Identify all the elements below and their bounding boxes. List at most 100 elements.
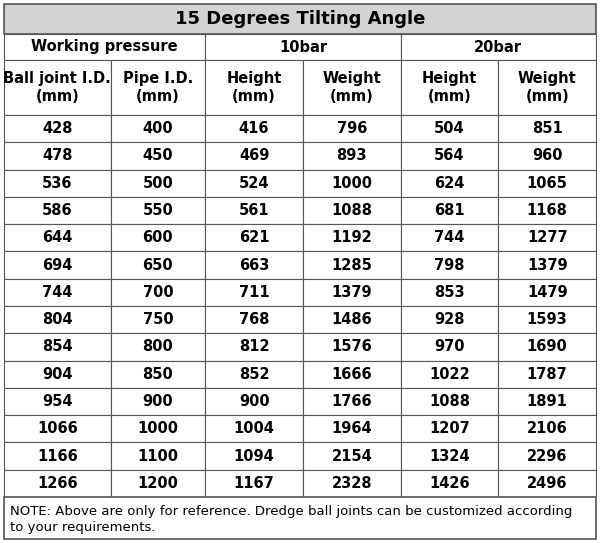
Bar xyxy=(303,169,401,197)
Text: 854: 854 xyxy=(42,339,73,355)
Text: 1088: 1088 xyxy=(429,394,470,409)
Text: Pipe I.D.
(mm): Pipe I.D. (mm) xyxy=(123,71,193,104)
Bar xyxy=(110,443,205,470)
Bar xyxy=(110,115,205,142)
Bar xyxy=(205,60,303,115)
Text: 711: 711 xyxy=(239,285,269,300)
Bar xyxy=(4,4,596,34)
Bar xyxy=(4,224,110,251)
Bar xyxy=(499,388,596,415)
Text: 1486: 1486 xyxy=(331,312,372,327)
Bar xyxy=(205,361,303,388)
Bar xyxy=(110,470,205,497)
Bar xyxy=(401,388,499,415)
Bar xyxy=(401,333,499,361)
Bar xyxy=(110,169,205,197)
Bar xyxy=(401,251,499,279)
Text: Weight
(mm): Weight (mm) xyxy=(322,71,381,104)
Text: 650: 650 xyxy=(143,257,173,273)
Bar xyxy=(303,415,401,443)
Bar xyxy=(205,443,303,470)
Bar xyxy=(401,60,499,115)
Bar xyxy=(205,415,303,443)
Text: 893: 893 xyxy=(337,148,367,163)
Bar xyxy=(4,333,110,361)
Text: 2106: 2106 xyxy=(527,421,568,436)
Text: 796: 796 xyxy=(337,121,367,136)
Text: 10bar: 10bar xyxy=(279,40,327,54)
Bar xyxy=(205,279,303,306)
Bar xyxy=(110,333,205,361)
Bar xyxy=(205,306,303,333)
Text: 851: 851 xyxy=(532,121,563,136)
Text: 564: 564 xyxy=(434,148,465,163)
Text: 561: 561 xyxy=(239,203,269,218)
Bar xyxy=(303,443,401,470)
Bar xyxy=(499,443,596,470)
Text: to your requirements.: to your requirements. xyxy=(10,521,155,534)
Text: 928: 928 xyxy=(434,312,465,327)
Text: 904: 904 xyxy=(42,367,73,382)
Text: 663: 663 xyxy=(239,257,269,273)
Bar xyxy=(499,415,596,443)
Text: 2496: 2496 xyxy=(527,476,568,491)
Bar xyxy=(499,224,596,251)
Bar xyxy=(4,60,110,115)
Bar xyxy=(110,251,205,279)
Text: 1022: 1022 xyxy=(429,367,470,382)
Bar xyxy=(499,115,596,142)
Text: 524: 524 xyxy=(239,176,269,191)
Text: 1200: 1200 xyxy=(137,476,178,491)
Text: 800: 800 xyxy=(143,339,173,355)
Text: 644: 644 xyxy=(42,230,73,245)
Text: Working pressure: Working pressure xyxy=(31,40,178,54)
Text: 20bar: 20bar xyxy=(475,40,523,54)
Text: 1891: 1891 xyxy=(527,394,568,409)
Bar xyxy=(401,115,499,142)
Bar xyxy=(4,470,110,497)
Text: 2154: 2154 xyxy=(331,449,372,464)
Text: 804: 804 xyxy=(42,312,73,327)
Bar xyxy=(4,115,110,142)
Text: 1000: 1000 xyxy=(331,176,373,191)
Text: 750: 750 xyxy=(143,312,173,327)
Text: 744: 744 xyxy=(434,230,464,245)
Bar xyxy=(303,333,401,361)
Text: 970: 970 xyxy=(434,339,465,355)
Text: 1285: 1285 xyxy=(331,257,372,273)
Text: 15 Degrees Tilting Angle: 15 Degrees Tilting Angle xyxy=(175,10,425,28)
Bar xyxy=(205,388,303,415)
Bar xyxy=(205,169,303,197)
Bar xyxy=(110,197,205,224)
Bar xyxy=(110,60,205,115)
Bar xyxy=(4,142,110,169)
Text: 1666: 1666 xyxy=(331,367,372,382)
Bar xyxy=(499,169,596,197)
Bar xyxy=(4,279,110,306)
Text: 694: 694 xyxy=(42,257,73,273)
Text: NOTE: Above are only for reference. Dredge ball joints can be customized accordi: NOTE: Above are only for reference. Dred… xyxy=(10,505,572,518)
Bar xyxy=(205,34,401,60)
Bar xyxy=(401,470,499,497)
Bar xyxy=(499,142,596,169)
Bar xyxy=(401,197,499,224)
Text: 1379: 1379 xyxy=(527,257,568,273)
Bar xyxy=(205,142,303,169)
Bar xyxy=(303,115,401,142)
Text: 900: 900 xyxy=(143,394,173,409)
Bar xyxy=(110,415,205,443)
Bar xyxy=(499,470,596,497)
Text: 1166: 1166 xyxy=(37,449,77,464)
Text: 621: 621 xyxy=(239,230,269,245)
Text: 500: 500 xyxy=(143,176,173,191)
Text: 852: 852 xyxy=(239,367,269,382)
Bar xyxy=(110,279,205,306)
Bar xyxy=(4,34,205,60)
Text: 1324: 1324 xyxy=(429,449,470,464)
Bar xyxy=(499,361,596,388)
Bar xyxy=(4,251,110,279)
Bar xyxy=(4,497,596,539)
Text: 1065: 1065 xyxy=(527,176,568,191)
Text: 744: 744 xyxy=(42,285,73,300)
Text: 450: 450 xyxy=(143,148,173,163)
